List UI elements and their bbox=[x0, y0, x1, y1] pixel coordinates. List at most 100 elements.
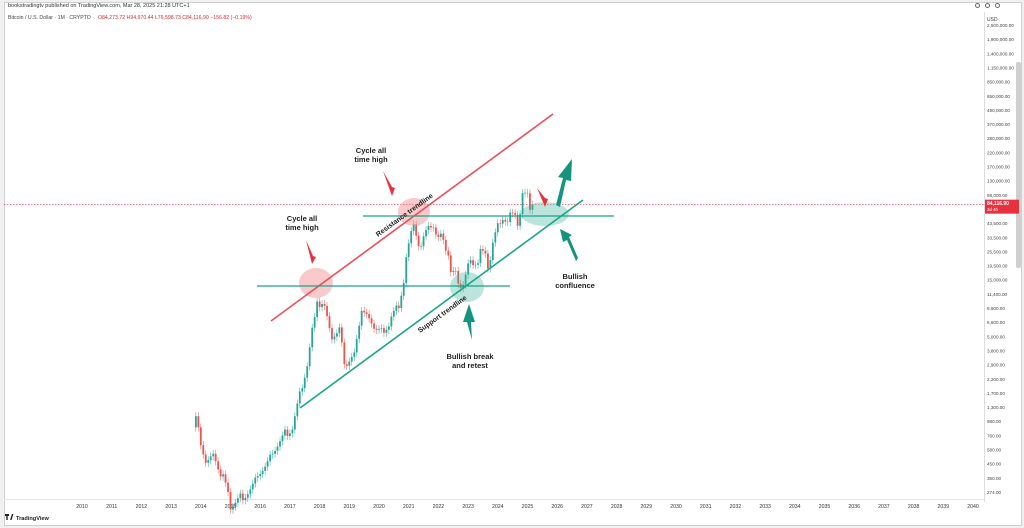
candle-body bbox=[482, 249, 484, 251]
y-tick-label: 850,000.00 bbox=[987, 80, 1010, 85]
candle-body bbox=[402, 283, 405, 296]
candle-body bbox=[499, 223, 502, 224]
candle-body bbox=[355, 338, 358, 353]
candle-body bbox=[266, 461, 269, 467]
candle-body bbox=[350, 356, 353, 362]
candle-body bbox=[293, 416, 296, 430]
candle-body bbox=[227, 482, 229, 492]
candle-body bbox=[365, 312, 368, 314]
ohlc-low: L76,598.73 bbox=[154, 15, 181, 21]
x-tick-label: 2026 bbox=[551, 504, 563, 510]
candle-body bbox=[353, 352, 356, 357]
candle-body bbox=[281, 435, 284, 442]
y-tick-label: 760.00 bbox=[987, 433, 1001, 438]
x-tick-label: 2025 bbox=[522, 504, 534, 510]
candle-body bbox=[410, 230, 413, 244]
candle-body bbox=[472, 260, 474, 266]
candle-body bbox=[343, 342, 346, 365]
candle-body bbox=[296, 403, 299, 417]
candle-body bbox=[417, 235, 420, 247]
candle-body bbox=[249, 489, 252, 495]
candle-body bbox=[303, 377, 306, 389]
candle-body bbox=[217, 461, 220, 470]
ohlc-open: O84,273.72 bbox=[98, 15, 126, 21]
candle-body bbox=[276, 446, 279, 451]
candle-body bbox=[246, 494, 249, 498]
candle-body bbox=[274, 450, 276, 454]
bullish-confluence-label-line1: Bullish bbox=[562, 272, 587, 281]
candle-body bbox=[439, 233, 442, 237]
candle-body bbox=[415, 224, 418, 236]
candle-body bbox=[457, 270, 460, 284]
candle-body bbox=[400, 295, 403, 308]
x-tick-label: 2022 bbox=[433, 504, 445, 510]
candle-body bbox=[308, 347, 311, 367]
x-tick-label: 2036 bbox=[848, 504, 860, 510]
candle-body bbox=[484, 250, 487, 254]
x-tick-label: 2012 bbox=[136, 504, 148, 510]
candle-body bbox=[363, 310, 366, 313]
price-scrollbar[interactable] bbox=[1016, 62, 1021, 268]
y-tick-label: 33,500.00 bbox=[987, 235, 1008, 240]
x-tick-label: 2035 bbox=[819, 504, 831, 510]
x-tick-label: 2020 bbox=[373, 504, 385, 510]
candle-body bbox=[504, 219, 507, 222]
chart-window bbox=[4, 2, 1022, 526]
candle-body bbox=[412, 224, 415, 231]
candle-body bbox=[501, 219, 504, 224]
y-tick-label: 220,000.00 bbox=[987, 150, 1010, 155]
candle-body bbox=[467, 263, 469, 275]
publish-line: bookstradingtv published on TradingView.… bbox=[8, 3, 190, 9]
candle-body bbox=[261, 470, 264, 474]
candle-body bbox=[449, 255, 452, 273]
candle-body bbox=[388, 326, 390, 330]
candle-body bbox=[244, 497, 247, 501]
red-arrow-icon bbox=[537, 188, 548, 207]
candle-body bbox=[291, 429, 294, 434]
fullscreen-icon[interactable] bbox=[995, 3, 1000, 8]
ohlc-close: C84,116.90 bbox=[182, 15, 209, 21]
candle-body bbox=[435, 227, 437, 235]
candle-body bbox=[385, 329, 388, 333]
candle-body bbox=[432, 227, 435, 229]
symbol-name[interactable]: Bitcoin / U.S. Dollar · 1M · CRYPTO bbox=[8, 15, 91, 21]
x-tick-label: 2032 bbox=[730, 504, 742, 510]
share-icon[interactable] bbox=[975, 3, 980, 8]
cycle-high-2-highlight bbox=[398, 198, 430, 226]
candle-body bbox=[259, 473, 262, 477]
candle-body bbox=[358, 325, 361, 339]
candle-body bbox=[420, 246, 422, 247]
red-arrow-icon bbox=[306, 240, 316, 264]
symbol-legend: Bitcoin / U.S. Dollar · 1M · CRYPTO · O84… bbox=[8, 15, 252, 21]
candle-body bbox=[380, 328, 383, 329]
candle-body bbox=[269, 454, 271, 462]
x-tick-label: 2011 bbox=[106, 504, 117, 510]
candle-body bbox=[491, 242, 494, 261]
candle-body bbox=[496, 223, 499, 233]
y-tick-label: 15,000.00 bbox=[987, 278, 1008, 283]
green-arrow-icon bbox=[560, 229, 578, 261]
candle-body bbox=[301, 388, 304, 392]
candle-body bbox=[264, 466, 267, 471]
candle-body bbox=[321, 304, 323, 308]
support-trendline[interactable] bbox=[299, 199, 584, 409]
camera-icon[interactable] bbox=[985, 3, 990, 8]
y-tick-label: 1,300.00 bbox=[987, 405, 1005, 410]
candle-body bbox=[286, 429, 289, 436]
x-tick-label: 2019 bbox=[344, 504, 356, 510]
y-tick-label: 3,800.00 bbox=[987, 348, 1005, 353]
time-axis-border bbox=[4, 499, 984, 500]
candle-body bbox=[234, 502, 237, 507]
y-tick-label: 25,500.00 bbox=[987, 249, 1008, 254]
candle-body bbox=[521, 193, 524, 215]
candle-body bbox=[531, 204, 534, 210]
candle-body bbox=[212, 453, 215, 457]
candle-body bbox=[392, 310, 395, 317]
y-tick-label: 2,900.00 bbox=[987, 363, 1005, 368]
candle-body bbox=[289, 433, 291, 436]
x-tick-label: 2018 bbox=[314, 504, 326, 510]
y-tick-label: 170,000.00 bbox=[987, 165, 1010, 170]
y-tick-label: 43,500.00 bbox=[987, 221, 1008, 226]
bullish-confluence-label-line2: confluence bbox=[555, 281, 595, 290]
